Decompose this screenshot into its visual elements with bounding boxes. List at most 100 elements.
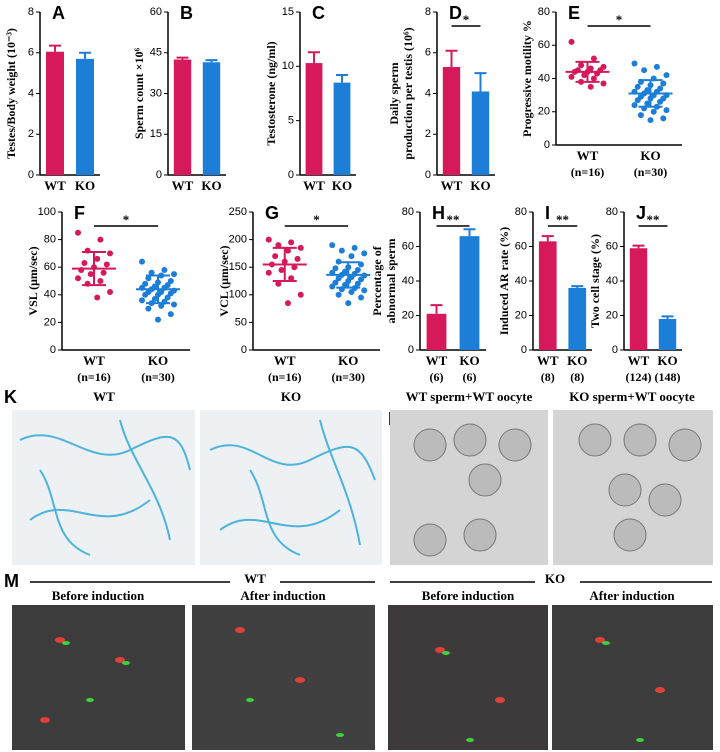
- data-point: [151, 295, 158, 302]
- error-bar: [49, 44, 61, 52]
- significance-label: **: [647, 212, 660, 227]
- x-tick-label: KO: [459, 353, 479, 368]
- x-tick-label: WT: [441, 178, 463, 193]
- data-point: [294, 255, 301, 262]
- data-point: [631, 102, 638, 109]
- data-point: [275, 242, 282, 249]
- x-tick-label: WT: [274, 353, 296, 368]
- error-bar: [661, 315, 674, 319]
- y-tick-label: 40: [44, 289, 56, 301]
- data-point: [265, 269, 272, 276]
- panel-letter: H: [432, 203, 445, 223]
- data-point: [288, 239, 295, 246]
- data-point: [329, 242, 336, 249]
- sd-bar: [82, 251, 106, 287]
- y-tick-label: 60: [150, 6, 162, 18]
- y-tick-label: 2: [425, 128, 431, 140]
- micrograph: [390, 410, 713, 565]
- data-point: [587, 83, 594, 90]
- panel-title: After induction: [589, 588, 675, 603]
- x-tick-label: WT: [303, 178, 325, 193]
- data-point: [97, 236, 104, 243]
- error-bar: [571, 285, 584, 288]
- y-tick-label: 20: [515, 309, 527, 321]
- y-tick-label: 200: [229, 234, 247, 246]
- error-bar: [541, 235, 554, 242]
- x-tick-label: KO: [657, 353, 677, 368]
- significance-label: **: [556, 212, 569, 227]
- y-tick-label: 60: [606, 240, 618, 252]
- panel-letter: B: [180, 3, 193, 23]
- y-tick-label: 5: [288, 115, 294, 127]
- y-tick-label: 80: [538, 6, 550, 18]
- y-axis-label: production per testis (10⁶): [401, 27, 415, 159]
- y-tick-label: 80: [44, 234, 56, 246]
- x-sub-label: (n=16): [268, 370, 302, 384]
- data-point: [660, 115, 667, 122]
- data-point: [107, 289, 113, 296]
- y-tick-label: 40: [606, 275, 618, 287]
- x-tick-label: KO: [75, 178, 95, 193]
- data-point: [284, 247, 291, 254]
- data-point: [97, 278, 104, 284]
- panel-title: After induction: [240, 588, 326, 603]
- y-tick-label: 6: [425, 47, 431, 59]
- y-tick-label: 40: [538, 72, 550, 84]
- group-title: KO: [545, 571, 565, 586]
- y-tick-label: 0: [544, 139, 550, 151]
- y-tick-label: 0: [521, 344, 527, 356]
- y-tick-label: 45: [150, 47, 162, 59]
- x-sub-label: (n=16): [571, 165, 605, 179]
- data-point: [155, 316, 161, 323]
- data-point: [278, 266, 285, 273]
- x-sub-label: (8): [570, 370, 584, 384]
- data-point: [100, 269, 107, 276]
- data-point: [634, 83, 641, 90]
- y-tick-label: 20: [606, 309, 618, 321]
- x-sub-label: (6): [430, 370, 444, 384]
- data-point: [272, 253, 279, 260]
- x-sub-label: (n=16): [77, 370, 111, 384]
- panel-letter: I: [545, 203, 550, 223]
- data-point: [297, 291, 304, 298]
- y-axis-label: abnormal sperm: [384, 239, 398, 324]
- data-point: [94, 255, 101, 262]
- data-point: [164, 294, 171, 301]
- data-point: [158, 302, 165, 309]
- bar: [442, 67, 461, 175]
- data-point: [167, 290, 174, 297]
- bar: [426, 313, 447, 350]
- data-point: [663, 72, 670, 79]
- bar: [333, 82, 351, 175]
- data-point: [171, 271, 177, 278]
- y-tick-label: 0: [156, 169, 162, 181]
- data-point: [94, 294, 101, 301]
- data-point: [351, 244, 358, 251]
- data-point: [653, 63, 660, 70]
- panel-title: WT: [93, 389, 115, 404]
- data-point: [145, 305, 152, 312]
- panel-title: KO sperm+WT oocyte: [569, 389, 695, 404]
- y-tick-label: 80: [402, 206, 414, 218]
- data-point: [600, 80, 607, 87]
- data-point: [167, 278, 174, 284]
- y-tick-label: 60: [515, 240, 527, 252]
- y-tick-label: 40: [402, 275, 414, 287]
- significance-label: *: [463, 12, 470, 27]
- data-point: [142, 291, 149, 298]
- data-point: [288, 275, 295, 282]
- x-tick-label: WT: [83, 353, 105, 368]
- error-bar: [176, 56, 189, 60]
- x-tick-label: WT: [537, 353, 559, 368]
- data-point: [139, 297, 145, 304]
- x-tick-label: KO: [201, 178, 221, 193]
- y-tick-label: 0: [28, 169, 34, 181]
- bar: [538, 241, 557, 350]
- bar: [568, 287, 587, 350]
- error-bar: [79, 51, 91, 59]
- bar: [202, 62, 221, 176]
- y-tick-label: 60: [44, 261, 56, 273]
- y-tick-label: 0: [408, 344, 414, 356]
- y-axis-label: Induced AR rate (%): [497, 227, 511, 335]
